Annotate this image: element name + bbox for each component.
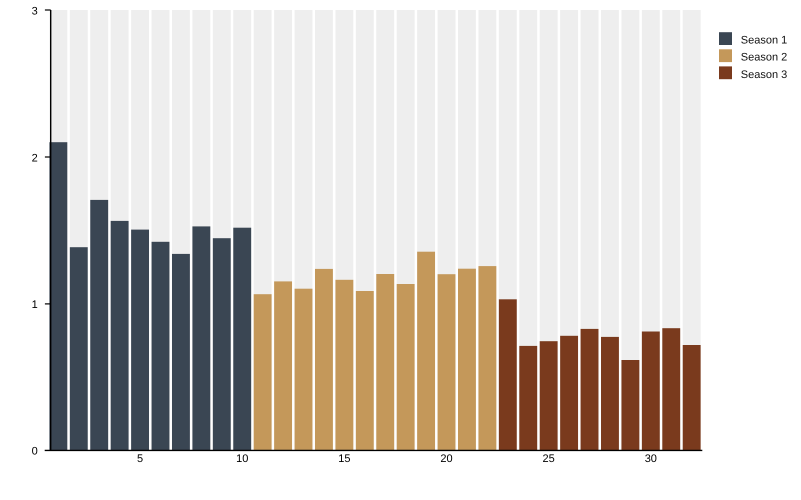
svg-text:1: 1: [32, 299, 38, 311]
svg-text:30: 30: [645, 453, 657, 465]
svg-text:15: 15: [338, 453, 350, 465]
svg-text:20: 20: [440, 453, 452, 465]
svg-text:3: 3: [32, 6, 38, 18]
svg-text:0: 0: [32, 446, 38, 458]
svg-text:Season 1: Season 1: [741, 35, 787, 47]
svg-text:25: 25: [543, 453, 555, 465]
svg-text:Season 2: Season 2: [741, 52, 787, 64]
svg-text:5: 5: [137, 453, 143, 465]
svg-text:2: 2: [32, 152, 38, 164]
svg-text:10: 10: [236, 453, 248, 465]
svg-text:Season 3: Season 3: [741, 69, 787, 81]
